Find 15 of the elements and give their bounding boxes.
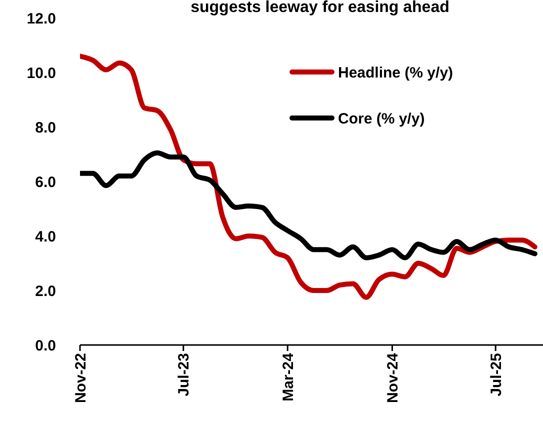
legend-label: Core (% y/y) bbox=[338, 110, 425, 128]
chart-title: suggests leeway for easing ahead bbox=[190, 0, 450, 16]
x-tick-label: Mar-24 bbox=[280, 352, 297, 402]
y-tick-label: 8.0 bbox=[35, 119, 56, 136]
x-tick-label: Nov-24 bbox=[384, 352, 402, 404]
y-tick-label: 0.0 bbox=[35, 337, 56, 354]
y-tick-label: 10.0 bbox=[26, 64, 56, 82]
y-tick-label: 12.0 bbox=[26, 10, 56, 28]
y-tick-label: 4.0 bbox=[35, 228, 56, 246]
x-tick-label: Nov-22 bbox=[72, 353, 90, 404]
x-tick-label: Jul-23 bbox=[176, 353, 193, 396]
legend-label: Headline (% y/y) bbox=[338, 64, 454, 82]
x-tick-label: Jul-25 bbox=[488, 353, 505, 396]
y-tick-label: 2.0 bbox=[35, 282, 56, 300]
y-tick-label: 6.0 bbox=[35, 174, 56, 191]
